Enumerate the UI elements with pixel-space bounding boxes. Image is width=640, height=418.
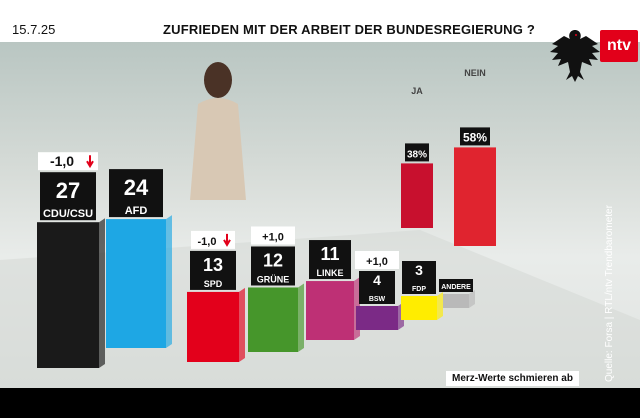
yn-value-label: 38% <box>407 149 427 160</box>
bar-value-label: 3 <box>415 262 423 278</box>
bottom-bar <box>0 388 640 418</box>
change-badge <box>251 226 295 245</box>
bar <box>401 296 437 320</box>
bar-category-label: ANDERE <box>441 284 471 291</box>
presenter-body <box>190 98 246 200</box>
yn-bar <box>401 163 433 228</box>
federal-eagle-icon <box>548 26 602 84</box>
bar-side <box>166 215 172 348</box>
label-box <box>309 240 351 280</box>
subtitle-caption: Merz-Werte schmieren ab <box>446 371 579 386</box>
label-box <box>402 261 436 294</box>
top-bar: 15.7.25 ZUFRIEDEN MIT DER ARBEIT DER BUN… <box>0 0 640 42</box>
bar-value-label: 12 <box>263 250 283 270</box>
bar <box>248 287 298 352</box>
bar <box>356 306 398 330</box>
yn-category-label: NEIN <box>464 68 486 78</box>
down-arrow-icon <box>223 233 231 247</box>
change-badge <box>191 230 235 249</box>
yn-bar <box>454 147 496 246</box>
yn-value-label: 58% <box>463 130 487 144</box>
yn-value-box <box>405 143 429 162</box>
bar-side <box>99 218 105 368</box>
bar <box>37 222 99 368</box>
label-box <box>359 271 395 304</box>
bar <box>443 294 469 308</box>
label-box <box>40 172 96 221</box>
date-label: 15.7.25 <box>12 22 56 37</box>
bar-category-label: AFD <box>125 205 148 217</box>
headline: ZUFRIEDEN MIT DER ARBEIT DER BUNDESREGIE… <box>163 22 536 37</box>
ntv-logo: ntv <box>600 30 638 62</box>
bar-category-label: LINKE <box>317 268 344 278</box>
bar-side <box>239 287 245 362</box>
label-box <box>109 169 163 218</box>
change-label: -1,0 <box>50 153 74 169</box>
bar-category-label: FDP <box>412 286 426 293</box>
bar-side <box>298 283 304 352</box>
presenter-head <box>204 62 232 98</box>
change-label: +1,0 <box>366 256 388 268</box>
bar-value-label: 24 <box>124 175 149 200</box>
source-credit: Quelle: Forsa | RTL/ntv Trendbarometer <box>604 205 615 382</box>
change-badge <box>38 152 98 171</box>
bar-category-label: SPD <box>204 279 223 289</box>
label-box <box>439 279 473 292</box>
bar-value-label: 27 <box>56 178 80 203</box>
bar-value-label: 11 <box>320 244 339 264</box>
yn-category-label: JA <box>411 86 423 96</box>
bar-category-label: BSW <box>369 296 386 303</box>
bar <box>106 219 166 348</box>
bar-category-label: GRÜNE <box>257 274 290 284</box>
bar-category-label: CDU/CSU <box>43 208 93 220</box>
bar <box>187 291 239 362</box>
bar-side <box>437 292 443 320</box>
down-arrow-icon <box>86 155 94 169</box>
change-label: +1,0 <box>262 231 284 243</box>
bar <box>306 281 354 340</box>
bar-side <box>469 290 475 308</box>
label-box <box>251 246 295 286</box>
change-label: -1,0 <box>198 236 217 248</box>
bar-value-label: 13 <box>203 255 223 275</box>
change-badge <box>355 251 399 269</box>
label-box <box>190 250 236 290</box>
bar-value-label: 4 <box>373 272 381 288</box>
yn-value-box <box>460 127 490 146</box>
